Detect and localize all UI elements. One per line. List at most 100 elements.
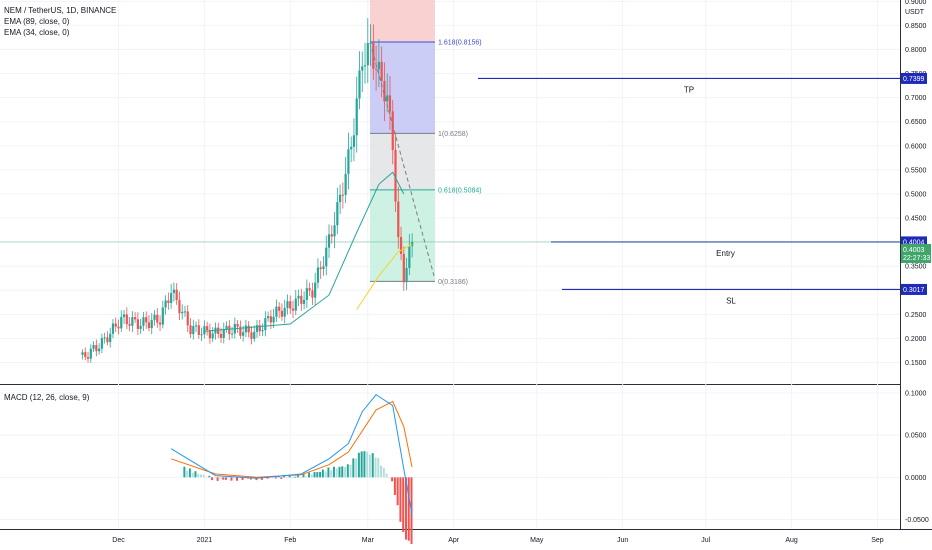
candle-body: [128, 324, 131, 326]
macd-histogram-bar: [202, 474, 205, 478]
candle-body: [394, 149, 397, 202]
fib-level-label: 0(0.3186): [438, 279, 468, 286]
candle-body: [197, 325, 200, 335]
candle-body: [222, 329, 225, 338]
time-axis[interactable]: Dec 2021 Feb Mar Apr May Jun Jul Aug Sep: [112, 537, 884, 544]
candle-body: [308, 288, 311, 291]
macd-signal-line: [170, 400, 413, 478]
macd-histogram-bar: [330, 470, 333, 478]
candle-body: [347, 149, 350, 174]
macd-histogram-bar: [183, 466, 186, 478]
candle-body: [147, 322, 151, 329]
candle-body: [236, 323, 239, 327]
ema34-legend[interactable]: EMA (34, close, 0): [4, 28, 70, 37]
candle-body: [109, 333, 112, 343]
macd-histogram-bar: [255, 477, 258, 481]
macd-histogram-bar: [346, 464, 349, 478]
candle-body: [372, 42, 375, 69]
macd-histogram-bar: [299, 477, 302, 479]
macd-legend[interactable]: MACD (12, 26, close, 9): [4, 393, 90, 402]
macd-histogram-bar: [280, 477, 283, 479]
price-axis-label: 0.2500: [905, 312, 927, 319]
price-axis-label: 0.8000: [905, 47, 927, 54]
price-tag-bg: [901, 283, 927, 295]
macd-line: [170, 394, 413, 516]
macd-histogram-bar: [349, 464, 352, 478]
ema34-line: [204, 171, 405, 332]
candle-body: [316, 267, 320, 283]
macd-histogram-bar: [368, 454, 371, 478]
macd-histogram-bar: [269, 477, 272, 479]
price-axis[interactable]: 0.90000.85000.80000.75000.70000.65000.60…: [905, 0, 927, 367]
macd-histogram-bar: [249, 477, 252, 480]
candle-body: [106, 337, 109, 343]
candle-body: [125, 314, 128, 325]
macd-histogram-bar: [371, 453, 374, 478]
ema89-legend[interactable]: EMA (89, close, 0): [4, 17, 70, 26]
price-axis-label: 0.2000: [905, 336, 927, 343]
macd-histogram-bar: [324, 471, 327, 478]
symbol-title[interactable]: NEM / TetherUS, 1D, BINANCE: [4, 6, 117, 15]
candle-body: [405, 268, 408, 283]
macd-histogram-bar: [222, 477, 225, 480]
candle-body: [181, 311, 184, 314]
chart-legend[interactable]: NEM / TetherUS, 1D, BINANCE EMA (89, clo…: [4, 5, 116, 38]
candle-body: [305, 288, 308, 300]
candle-body: [253, 331, 256, 339]
candle-body: [230, 333, 234, 335]
candle-body: [172, 289, 175, 294]
macd-histogram-bar: [316, 472, 319, 478]
macd-histogram-bar: [407, 477, 410, 541]
fib-zone-top: [370, 0, 435, 42]
candle-body: [391, 111, 394, 150]
hline-label-entry: Entry: [716, 249, 735, 258]
macd-pane: [170, 394, 413, 544]
currency-label: USDT: [905, 9, 925, 16]
horizontal-lines[interactable]: TP Entry SL: [0, 77, 900, 305]
macd-histogram-bar: [236, 477, 238, 481]
macd-histogram-bar: [404, 477, 407, 540]
macd-histogram-bar: [191, 472, 194, 478]
macd-histogram-bar: [241, 477, 244, 480]
candle-body: [98, 348, 101, 352]
candle-body: [217, 327, 220, 334]
ema89-line: [356, 244, 413, 310]
candle-body: [286, 301, 289, 308]
macd-histogram-bar: [305, 476, 308, 478]
macd-axis-label: 0.1000: [905, 391, 927, 398]
candle-body: [111, 323, 115, 334]
candle-body: [178, 300, 181, 314]
price-axis-label: 0.5500: [905, 167, 927, 174]
candle-body: [200, 334, 203, 336]
time-axis-label: Feb: [284, 537, 296, 544]
candle-body: [114, 323, 117, 327]
candle-body: [269, 316, 272, 323]
macd-histogram-bar: [357, 452, 360, 478]
candle-body: [261, 330, 264, 332]
macd-axis[interactable]: 0.1000 0.0500 0.0000 -0.0500: [905, 391, 929, 525]
candle-body: [408, 246, 411, 269]
fib-extension[interactable]: 1.618(0.8156) 1(0.6258) 0.618(0.5084) 0(0.3…: [370, 0, 482, 286]
candle-body: [225, 325, 228, 330]
price-tag-text: 0.4004: [903, 239, 925, 246]
candle-body: [264, 318, 267, 331]
macd-histogram-bar: [391, 477, 394, 482]
price-axis-label: 0.5000: [905, 191, 927, 198]
candle-body: [336, 202, 339, 226]
candle-body: [275, 306, 278, 317]
candle-body: [100, 338, 103, 349]
macd-histogram-bar: [216, 477, 219, 481]
macd-histogram-bar: [310, 474, 313, 478]
candle-body: [81, 352, 84, 355]
price-axis-label: 0.8500: [905, 23, 927, 30]
time-axis-label: 2021: [197, 537, 213, 544]
candle-body: [289, 301, 292, 309]
macd-histogram-bar: [291, 477, 294, 478]
candle-body: [170, 293, 173, 304]
candle-body: [167, 300, 170, 304]
macd-histogram-bar: [194, 471, 197, 478]
time-axis-label: Jun: [617, 537, 628, 544]
candle-body: [363, 65, 367, 67]
macd-histogram-bar: [380, 465, 383, 478]
